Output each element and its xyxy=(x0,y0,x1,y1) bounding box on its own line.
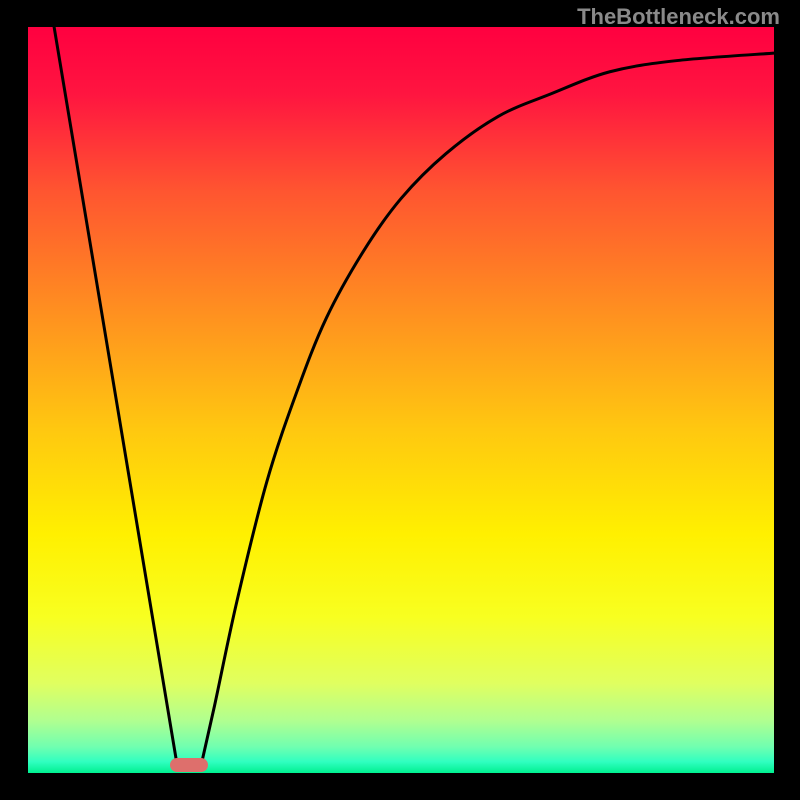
chart-minimum-marker xyxy=(170,758,207,772)
chart-plot-area xyxy=(28,27,774,773)
chart-container: TheBottleneck.com xyxy=(0,0,800,800)
watermark-text: TheBottleneck.com xyxy=(577,4,780,30)
